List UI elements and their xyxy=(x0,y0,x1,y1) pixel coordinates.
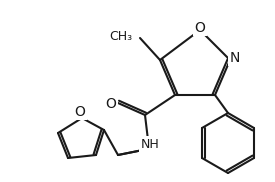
Text: CH₃: CH₃ xyxy=(109,29,132,43)
Text: O: O xyxy=(195,21,205,35)
Text: O: O xyxy=(75,105,86,119)
Text: N: N xyxy=(230,51,240,65)
Text: O: O xyxy=(106,97,116,111)
Text: NH: NH xyxy=(141,137,160,151)
